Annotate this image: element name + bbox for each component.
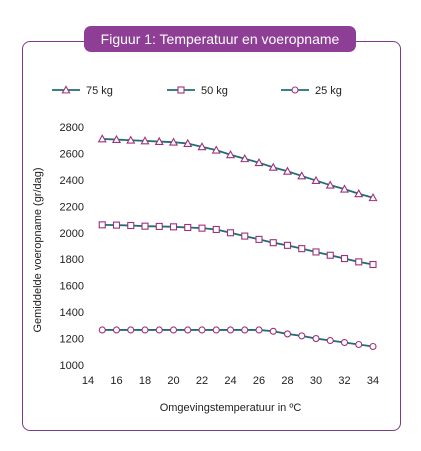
x-tick-label: 34	[367, 375, 379, 387]
x-tick-label: 18	[139, 375, 151, 387]
data-point	[169, 223, 178, 231]
x-tick-label: 22	[196, 375, 208, 387]
data-point	[368, 193, 378, 202]
data-point	[198, 224, 206, 232]
data-point	[127, 326, 135, 334]
data-point	[269, 239, 277, 247]
y-tick-label: 1000	[60, 360, 84, 372]
legend-label: 25 kg	[315, 85, 342, 97]
data-point	[184, 223, 192, 232]
data-point	[298, 245, 306, 253]
data-point	[212, 326, 220, 334]
data-point	[312, 335, 320, 343]
data-point	[225, 150, 236, 159]
data-point	[168, 137, 179, 146]
x-tick-label: 30	[310, 375, 322, 387]
data-point	[340, 255, 349, 263]
data-point	[240, 154, 250, 163]
data-point	[312, 248, 320, 256]
x-tick-label: 24	[224, 375, 236, 387]
y-tick-label: 2800	[60, 122, 84, 134]
y-tick-label: 1400	[60, 307, 84, 319]
y-tick-label: 2400	[60, 175, 84, 187]
x-tick-label: 20	[167, 375, 179, 387]
data-point	[155, 326, 163, 334]
data-point	[198, 326, 206, 334]
y-tick-label: 2000	[60, 228, 84, 240]
data-point	[326, 251, 334, 259]
data-point	[127, 221, 135, 230]
data-point	[126, 135, 136, 144]
data-point	[255, 326, 263, 334]
data-point	[141, 326, 149, 334]
data-point	[212, 225, 220, 234]
data-point	[112, 326, 121, 334]
y-axis-label: Gemiddelde voeropname (gr/dag)	[32, 167, 44, 332]
data-point	[340, 338, 349, 347]
data-point	[355, 258, 363, 266]
x-tick-label: 32	[338, 375, 350, 387]
data-point	[298, 332, 306, 340]
x-tick-label: 14	[82, 375, 94, 387]
data-point	[155, 222, 163, 230]
data-point	[241, 232, 249, 240]
data-point	[169, 326, 178, 334]
data-point	[339, 184, 350, 193]
legend-label: 75 kg	[86, 85, 113, 97]
figure-title: Figuur 1: Temperatuur en voeropname	[84, 26, 356, 52]
legend-label: 50 kg	[201, 85, 228, 97]
data-point	[98, 221, 106, 229]
y-tick-label: 1200	[60, 334, 84, 346]
legend-marker	[291, 86, 299, 94]
data-point	[297, 171, 307, 180]
data-point	[241, 326, 249, 334]
data-point	[269, 327, 277, 335]
y-tick-label: 2200	[60, 201, 84, 213]
data-point	[184, 326, 192, 334]
data-point	[197, 142, 207, 151]
data-point	[311, 175, 321, 184]
data-point	[326, 336, 334, 345]
data-point	[112, 221, 121, 229]
data-point	[183, 138, 193, 147]
y-tick-label: 1600	[60, 281, 84, 293]
data-point	[226, 229, 235, 237]
data-point	[354, 189, 364, 198]
data-point	[283, 330, 292, 338]
data-point	[325, 180, 335, 189]
data-point	[97, 134, 107, 143]
y-tick-label: 1800	[60, 254, 84, 266]
x-axis-label: Omgevingstemperatuur in ºC	[160, 402, 302, 414]
data-point	[282, 166, 293, 175]
x-tick-label: 16	[110, 375, 122, 387]
data-point	[141, 222, 149, 230]
data-point	[111, 134, 122, 143]
legend-marker	[61, 85, 71, 94]
data-point	[226, 326, 235, 334]
data-point	[283, 241, 292, 249]
data-point	[154, 136, 164, 145]
y-tick-label: 2600	[60, 148, 84, 160]
series-line	[102, 138, 374, 199]
legend-marker	[177, 86, 185, 94]
data-point	[355, 340, 363, 349]
data-point	[255, 235, 263, 243]
x-tick-label: 28	[281, 375, 293, 387]
data-point	[254, 157, 264, 167]
data-point	[369, 260, 377, 269]
data-point	[369, 342, 377, 351]
x-tick-label: 26	[253, 375, 265, 387]
data-point	[98, 326, 106, 334]
data-point	[211, 145, 221, 154]
data-point	[268, 162, 278, 171]
data-point	[140, 136, 150, 145]
